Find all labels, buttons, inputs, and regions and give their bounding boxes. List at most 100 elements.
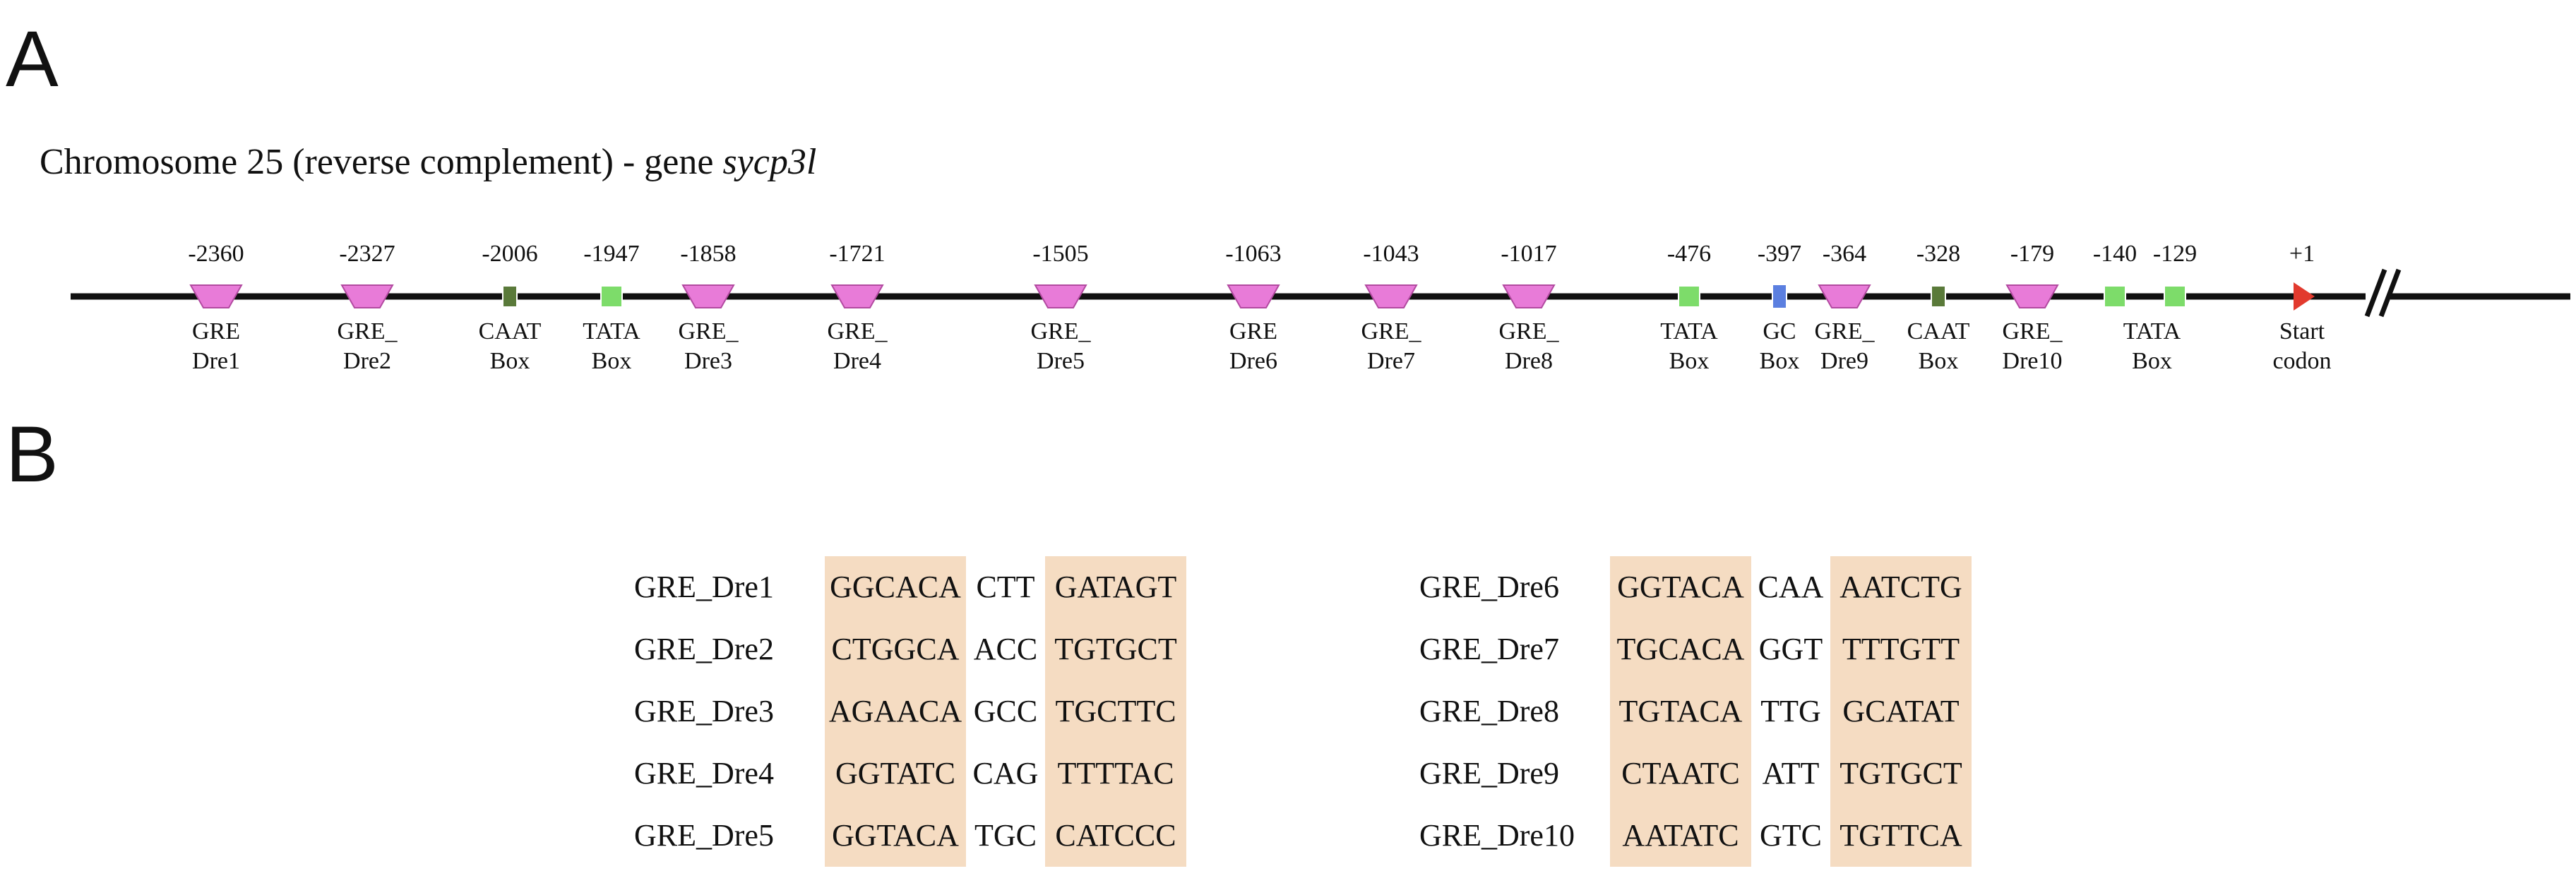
break-mark-2: [2378, 268, 2402, 318]
element-label-top-5: GRE_: [828, 318, 888, 344]
caat-box-marker-13: [1931, 285, 1946, 308]
title-prefix: Chromosome 25 (reverse complement) - gen…: [40, 142, 723, 182]
element-label-top-4: GRE_: [679, 318, 739, 344]
gre-marker-dre10: [2005, 284, 2059, 308]
position-label-14: -179: [2010, 241, 2054, 267]
half-site-2: TGCTTC: [1045, 680, 1186, 743]
element-label-bottom-1: Dre2: [343, 348, 391, 374]
element-label-top-11: GC: [1763, 318, 1796, 344]
tata-box-marker-10: [1678, 285, 1700, 308]
element-label-bottom-11: Box: [1760, 348, 1800, 374]
element-label-top-8: GRE_: [1361, 318, 1422, 344]
spacer-seq: TTG: [1760, 694, 1821, 728]
half-site-2: TGTGCT: [1830, 743, 1972, 805]
gre-name: GRE_Dre2: [634, 632, 774, 666]
element-label-top-14: GRE_: [2003, 318, 2063, 344]
panel-b-label: B: [6, 410, 59, 498]
gene-name: sycp3l: [722, 142, 817, 182]
position-label-1: -2327: [339, 241, 395, 267]
table-row: GRE_Dre8 TGTACA TTG GCATAT: [1419, 680, 1972, 743]
gre-marker-dre7: [1364, 284, 1418, 308]
half-site-1: AGAACA: [825, 680, 966, 743]
table-row: GRE_Dre1 GGCACA CTT GATAGT: [634, 556, 1186, 618]
gre-marker-dre4: [830, 284, 884, 308]
spacer-seq: ACC: [973, 632, 1038, 666]
gre-name: GRE_Dre4: [634, 756, 774, 791]
gc-box-marker-11: [1772, 284, 1787, 309]
table-row: GRE_Dre3 AGAACA GCC TGCTTC: [634, 680, 1186, 743]
element-label-bottom-5: Dre4: [833, 348, 881, 374]
element-label-top-13: CAAT: [1907, 318, 1970, 344]
tata-box-marker-3: [600, 285, 623, 308]
position-label-11: -397: [1758, 241, 1801, 267]
element-label-top-9: GRE_: [1499, 318, 1560, 344]
promoter-map: -2360 GRE Dre1 -2327 GRE_ Dre2 -2006 CAAT Box -19…: [71, 241, 2570, 374]
element-label-top-6: GRE_: [1031, 318, 1092, 344]
gre-name: GRE_Dre1: [634, 570, 774, 604]
position-label-6: -1505: [1032, 241, 1088, 267]
tata-box-marker-15: [2104, 285, 2126, 308]
half-site-1: TGTACA: [1610, 680, 1751, 743]
half-site-1: AATATC: [1610, 805, 1751, 867]
table-row: GRE_Dre2 CTGGCA ACC TGTGCT: [634, 618, 1186, 680]
position-label-13: -328: [1916, 241, 1960, 267]
element-label-bottom-2: Box: [490, 348, 530, 374]
gre-marker-dre5: [1034, 284, 1087, 308]
caat-box-marker-2: [502, 285, 518, 308]
gre-marker-dre6: [1227, 284, 1280, 308]
element-label-top-3: TATA: [583, 318, 640, 344]
table-row: GRE_Dre6 GGTACA CAA AATCTG: [1419, 556, 1972, 618]
element-label-bottom-14: Dre10: [2003, 348, 2063, 374]
element-label-bottom-12: Dre9: [1820, 348, 1868, 374]
element-label-bottom-9: Dre8: [1505, 348, 1553, 374]
position-label-7: -1063: [1225, 241, 1281, 267]
half-site-1: GGTACA: [825, 805, 966, 867]
position-label-17: +1: [2289, 241, 2315, 267]
spacer-seq: GGT: [1758, 632, 1823, 666]
half-site-2: CATCCC: [1045, 805, 1186, 867]
half-site-2: TGTGCT: [1045, 618, 1186, 680]
gre-name: GRE_Dre9: [1419, 756, 1559, 791]
table-row: GRE_Dre5 GGTACA TGC CATCCC: [634, 805, 1186, 867]
gre-sequence-table-left: GRE_Dre1 GGCACA CTT GATAGT GRE_Dre2 CTGGCA ACC…: [634, 556, 1186, 867]
tata-box-marker-16: [2164, 285, 2186, 308]
element-label-top-10: TATA: [1660, 318, 1718, 344]
position-label-15: -140: [2093, 241, 2137, 267]
table-row: GRE_Dre7 TGCACA GGT TTTGTT: [1419, 618, 1972, 680]
half-site-1: CTGGCA: [825, 618, 966, 680]
half-site-2: GCATAT: [1830, 680, 1972, 743]
gre-name: GRE_Dre6: [1419, 570, 1559, 604]
position-label-8: -1043: [1363, 241, 1419, 267]
gre-name: GRE_Dre8: [1419, 694, 1559, 728]
half-site-2: GATAGT: [1045, 556, 1186, 618]
element-label-top-0: GRE: [192, 318, 240, 344]
gre-marker-dre8: [1502, 284, 1556, 308]
gre-marker-dre2: [340, 284, 394, 308]
half-site-1: GGTATC: [825, 743, 966, 805]
tata-pair-label-bottom: Box: [2132, 348, 2172, 374]
position-label-16: -129: [2153, 241, 2197, 267]
spacer-seq: ATT: [1762, 756, 1820, 791]
element-label-bottom-0: Dre1: [192, 348, 240, 374]
position-label-3: -1947: [583, 241, 639, 267]
position-label-4: -1858: [680, 241, 736, 267]
gre-name: GRE_Dre10: [1419, 818, 1575, 853]
half-site-2: TTTTAC: [1045, 743, 1186, 805]
break-mark-1: [2364, 268, 2387, 318]
element-label-top-12: GRE_: [1815, 318, 1876, 344]
table-row: GRE_Dre10 AATATC GTC TGTTCA: [1419, 805, 1972, 867]
half-site-2: AATCTG: [1830, 556, 1972, 618]
half-site-1: CTAATC: [1610, 743, 1751, 805]
table-row: GRE_Dre9 CTAATC ATT TGTGCT: [1419, 743, 1972, 805]
gre-marker-dre1: [189, 284, 243, 308]
position-label-12: -364: [1823, 241, 1866, 267]
spacer-seq: GCC: [973, 694, 1038, 728]
position-label-5: -1721: [829, 241, 885, 267]
half-site-2: TTTGTT: [1830, 618, 1972, 680]
tata-pair-label-top: TATA: [2123, 318, 2181, 344]
diagram-title: Chromosome 25 (reverse complement) - gen…: [40, 141, 816, 183]
element-label-bottom-17: codon: [2272, 348, 2331, 374]
element-label-bottom-3: Box: [592, 348, 632, 374]
spacer-seq: CAG: [972, 756, 1039, 791]
gre-sequence-table-right: GRE_Dre6 GGTACA CAA AATCTG GRE_Dre7 TGCACA GGT…: [1419, 556, 1972, 867]
